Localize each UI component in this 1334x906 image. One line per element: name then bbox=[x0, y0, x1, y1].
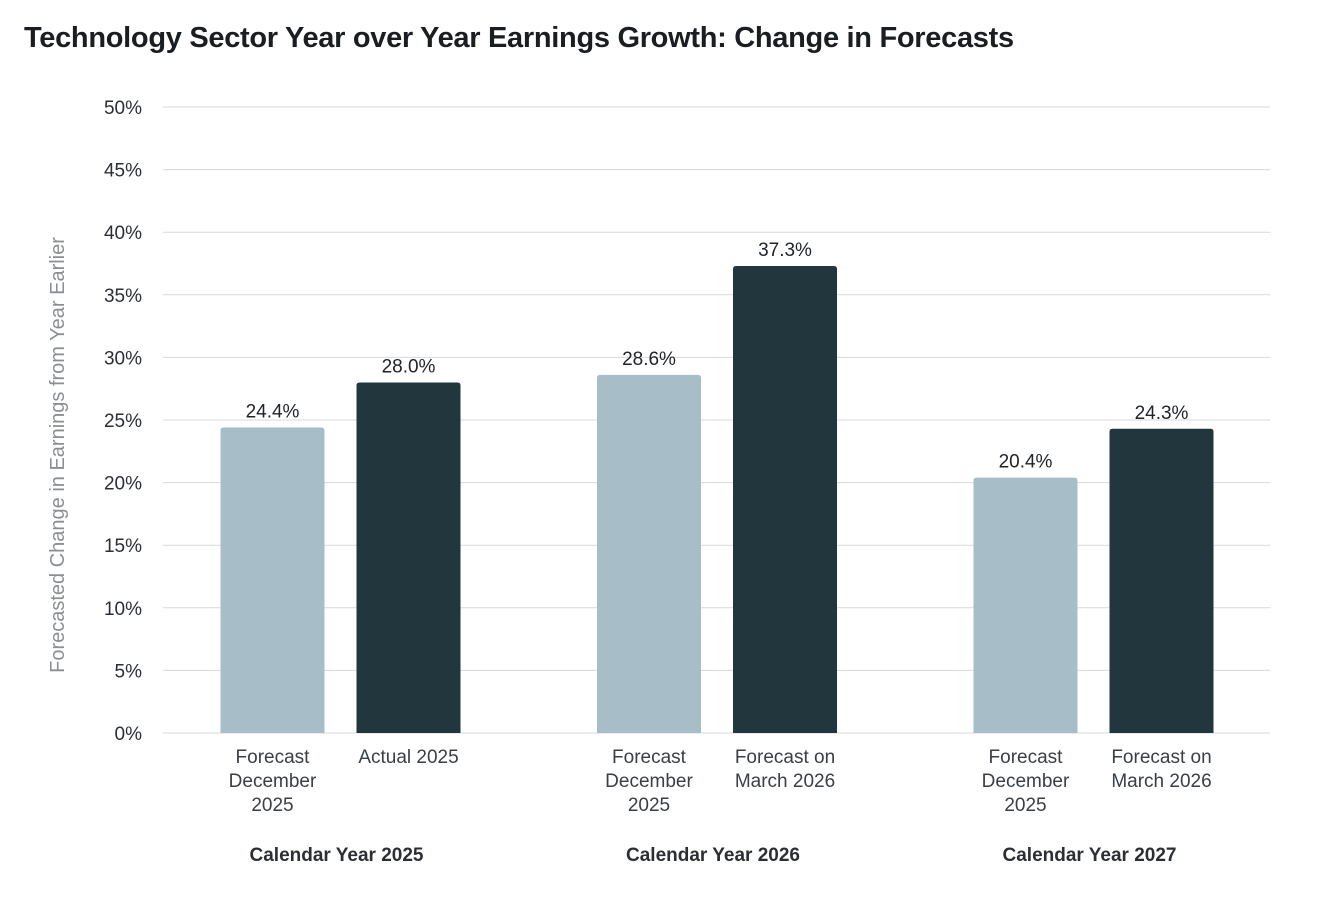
bar bbox=[220, 427, 325, 733]
bar bbox=[356, 382, 461, 733]
bar bbox=[973, 477, 1078, 733]
data-label: 24.4% bbox=[246, 402, 300, 423]
category-label: Forecast on bbox=[735, 747, 835, 768]
bar bbox=[597, 374, 701, 733]
category-label: 2025 bbox=[251, 795, 293, 816]
category-label: March 2026 bbox=[1111, 771, 1211, 792]
y-tick-label: 5% bbox=[115, 661, 143, 682]
data-label: 20.4% bbox=[999, 452, 1053, 473]
data-label: 37.3% bbox=[758, 240, 812, 261]
category-label: December bbox=[982, 771, 1070, 792]
bar bbox=[733, 266, 837, 733]
data-label: 28.0% bbox=[382, 356, 436, 377]
category-label: 2025 bbox=[1004, 795, 1046, 816]
chart-title: Technology Sector Year over Year Earning… bbox=[24, 22, 1014, 54]
category-label: Forecast bbox=[989, 747, 1064, 768]
y-tick-label: 40% bbox=[104, 223, 142, 244]
y-tick-label: 0% bbox=[115, 724, 143, 745]
category-label: 2025 bbox=[628, 795, 670, 816]
category-label: Forecast bbox=[236, 747, 311, 768]
y-tick-label: 45% bbox=[104, 161, 142, 182]
y-axis-title: Forecasted Change in Earnings from Year … bbox=[47, 237, 69, 673]
y-tick-label: 35% bbox=[104, 286, 142, 307]
y-tick-label: 25% bbox=[104, 411, 142, 432]
category-label: Actual 2025 bbox=[358, 747, 458, 768]
category-label: Forecast on bbox=[1111, 747, 1211, 768]
y-tick-label: 30% bbox=[104, 348, 142, 369]
y-tick-label: 50% bbox=[104, 98, 142, 119]
y-tick-label: 15% bbox=[104, 536, 142, 557]
data-label: 24.3% bbox=[1135, 403, 1189, 424]
category-label: March 2026 bbox=[735, 771, 835, 792]
data-label: 28.6% bbox=[622, 349, 676, 370]
category-label: December bbox=[229, 771, 317, 792]
bar bbox=[1109, 428, 1214, 733]
category-label: Forecast bbox=[612, 747, 687, 768]
y-tick-label: 10% bbox=[104, 599, 142, 620]
group-label: Calendar Year 2025 bbox=[250, 845, 424, 866]
group-label: Calendar Year 2026 bbox=[626, 845, 800, 866]
category-label: December bbox=[605, 771, 693, 792]
group-label: Calendar Year 2027 bbox=[1003, 845, 1177, 866]
y-tick-label: 20% bbox=[104, 474, 142, 495]
